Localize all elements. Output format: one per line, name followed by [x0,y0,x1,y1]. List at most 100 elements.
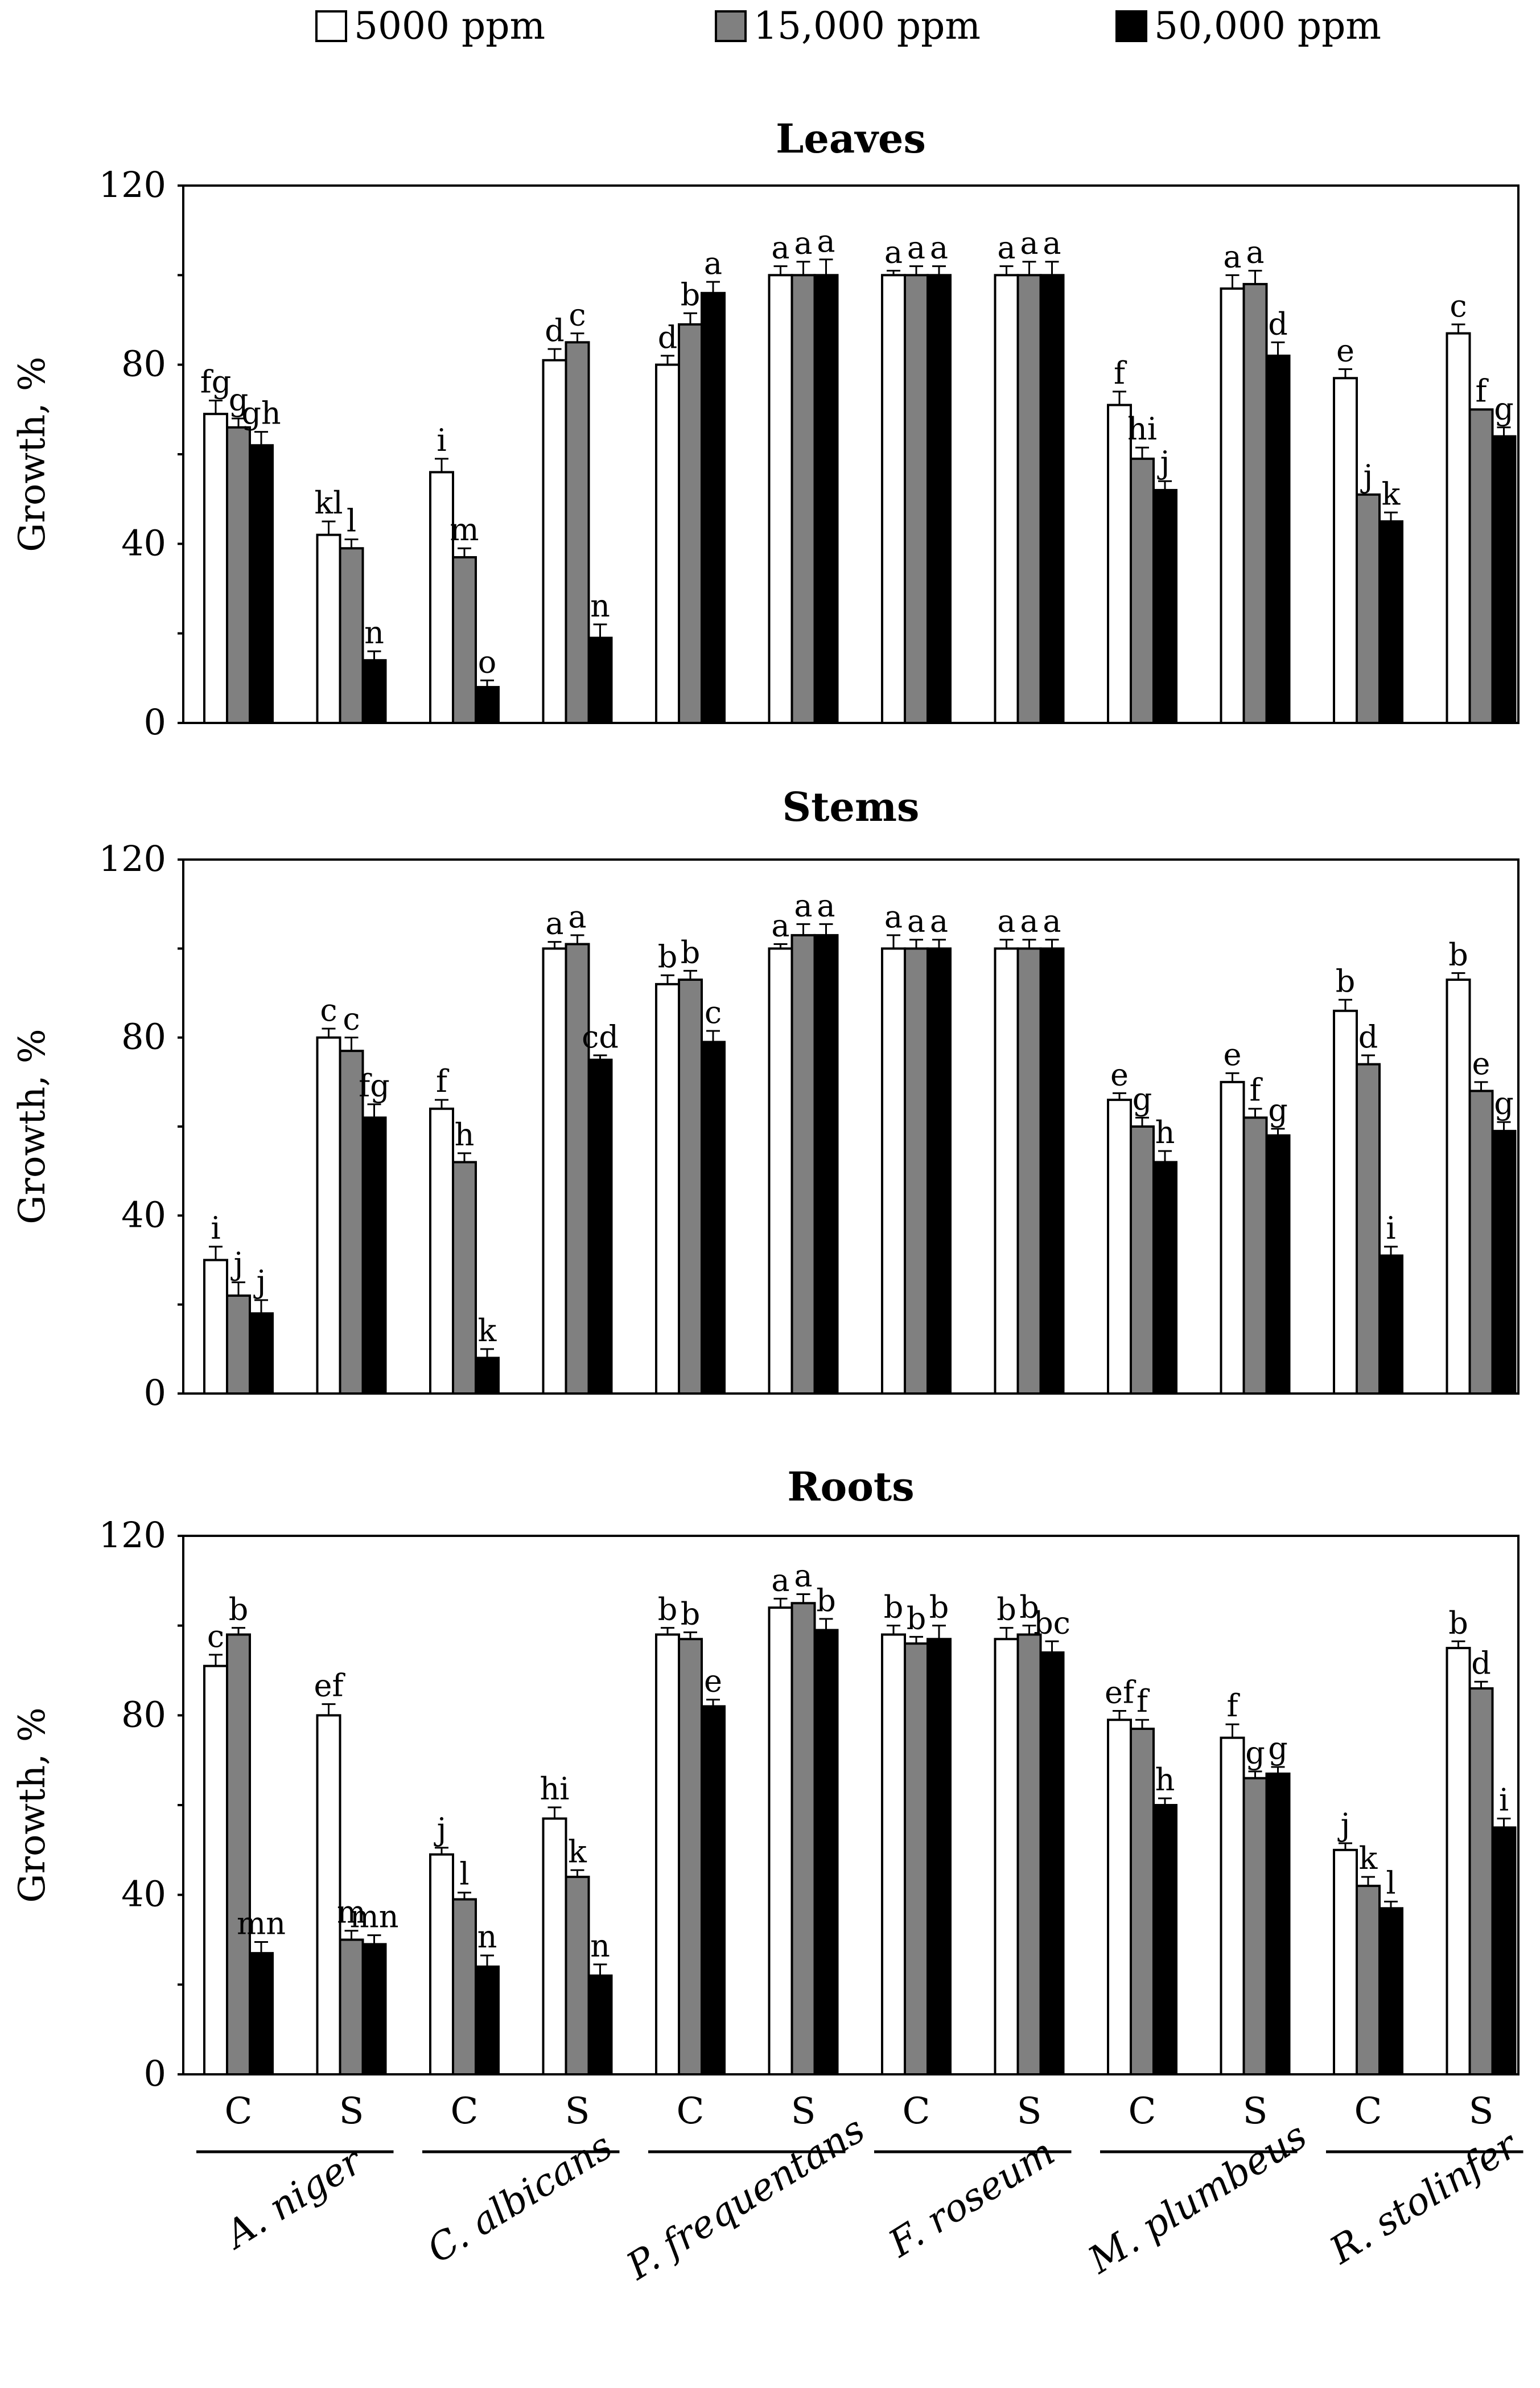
significance-label-roots-g9-s1: g [1245,1735,1265,1771]
bar-roots-g4-s2 [701,1705,726,2075]
significance-label-roots-g5-s1: a [794,1557,812,1593]
significance-label-stems-g3-s2: cd [582,1019,619,1055]
significance-label-leaves-g6-s0: a [884,234,903,270]
bar-roots-g7-s2 [1039,1651,1065,2075]
significance-label-leaves-g8-s1: hi [1127,411,1157,447]
y-tick-label-leaves-40: 40 [121,522,166,564]
y-tick-label-leaves-120: 120 [99,164,166,205]
bar-stems-g9-s2 [1265,1134,1291,1395]
bar-leaves-g8-s1 [1130,457,1155,724]
bar-stems-g2-s2 [475,1357,500,1395]
bar-leaves-g4-s2 [701,291,726,724]
significance-label-roots-g10-s2: l [1386,1865,1395,1901]
bar-roots-g4-s1 [678,1638,703,2075]
bar-roots-g3-s2 [587,1974,613,2075]
significance-label-leaves-g1-s0: kl [315,485,343,521]
bar-leaves-g5-s1 [790,274,816,725]
bar-roots-g9-s1 [1242,1777,1268,2075]
bar-roots-g10-s0 [1333,1848,1358,2075]
bar-leaves-g1-s2 [361,659,387,725]
bar-roots-g8-s2 [1152,1804,1177,2075]
significance-label-stems-g11-s2: g [1494,1086,1514,1121]
y-axis-label-leaves: Growth, % [11,356,53,552]
significance-label-stems-g2-s0: f [436,1063,450,1099]
significance-label-stems-g2-s2: k [478,1313,497,1349]
significance-label-leaves-g2-s0: i [437,422,446,458]
bar-roots-g5-s1 [790,1602,816,2075]
significance-label-stems-g10-s0: b [1336,963,1356,999]
y-tick-label-leaves-0: 0 [144,701,166,743]
bar-stems-g6-s0 [881,947,906,1395]
significance-label-leaves-g7-s1: a [1020,225,1038,261]
y-tick-label-leaves-80: 80 [121,343,166,385]
bar-stems-g10-s0 [1333,1009,1358,1395]
significance-label-stems-g8-s2: h [1155,1115,1175,1150]
bar-stems-g7-s2 [1039,947,1065,1395]
bar-leaves-g7-s0 [994,274,1019,725]
bar-roots-g3-s0 [542,1817,567,2075]
significance-label-roots-g4-s2: e [704,1663,722,1699]
significance-label-stems-g11-s1: e [1472,1046,1490,1082]
bar-stems-g3-s1 [565,943,590,1395]
bar-stems-g4-s0 [655,983,680,1395]
significance-label-roots-g11-s1: d [1471,1645,1491,1681]
significance-label-leaves-g6-s1: a [907,230,925,266]
significance-label-roots-g9-s0: f [1227,1688,1241,1724]
bar-leaves-g3-s1 [565,341,590,724]
significance-label-stems-g7-s0: a [997,903,1015,939]
bar-leaves-g6-s2 [927,274,952,725]
significance-label-roots-g2-s1: l [459,1856,469,1892]
bar-stems-g9-s1 [1242,1116,1268,1395]
bar-leaves-g3-s0 [542,359,567,724]
significance-label-stems-g10-s1: d [1358,1019,1378,1055]
significance-label-roots-g11-s2: i [1499,1782,1509,1818]
bar-stems-g0-s0 [203,1259,228,1395]
bar-roots-g10-s1 [1356,1884,1381,2075]
bar-leaves-g6-s1 [904,274,929,725]
significance-label-roots-g7-s1: b [1019,1589,1039,1625]
significance-label-roots-g1-s2: mn [350,1899,399,1935]
bar-stems-g11-s2 [1491,1129,1517,1395]
significance-label-stems-g6-s0: a [884,899,903,935]
bar-roots-g9-s2 [1265,1772,1291,2075]
significance-label-roots-g6-s0: b [884,1589,904,1625]
bar-stems-g8-s0 [1107,1099,1132,1395]
y-tick-label-roots-120: 120 [99,1514,166,1556]
bar-leaves-g9-s1 [1242,283,1268,725]
significance-label-roots-g10-s1: k [1359,1840,1378,1876]
y-tick-label-stems-120: 120 [99,838,166,879]
bar-stems-g3-s2 [587,1058,613,1395]
bar-stems-g10-s2 [1378,1254,1403,1395]
significance-label-leaves-g5-s0: a [771,230,789,266]
significance-label-leaves-g11-s1: f [1476,373,1489,409]
significance-label-roots-g11-s0: b [1448,1605,1468,1641]
legend: 5000 ppm 15,000 ppm 50,000 ppm [315,4,1381,48]
significance-label-stems-g8-s1: g [1133,1081,1152,1117]
bar-stems-g7-s1 [1016,947,1042,1395]
significance-label-leaves-g9-s0: a [1223,239,1241,274]
significance-label-roots-g3-s1: k [568,1834,587,1869]
bar-leaves-g8-s0 [1107,404,1132,724]
bar-stems-g11-s1 [1468,1090,1494,1395]
significance-label-roots-g8-s2: h [1155,1762,1175,1798]
legend-swatch-5000ppm [315,10,347,42]
significance-label-roots-g10-s0: j [1337,1807,1350,1843]
significance-label-leaves-g10-s1: j [1360,458,1373,494]
significance-label-stems-g10-s2: i [1386,1210,1395,1246]
significance-label-roots-g1-s1: m [337,1894,366,1930]
bar-roots-g1-s1 [339,1938,364,2075]
bar-stems-g5-s1 [790,934,816,1395]
category-label-g1: S [339,2090,364,2132]
significance-label-roots-g4-s1: b [681,1596,701,1631]
bar-stems-g1-s0 [316,1036,341,1395]
panel-title-leaves: Leaves [776,115,926,162]
category-label-g11: S [1469,2090,1494,2132]
y-tick-label-roots-40: 40 [121,1873,166,1915]
legend-swatch-15000ppm [715,10,747,42]
y-tick-label-stems-0: 0 [144,1372,166,1413]
significance-label-stems-g8-s0: e [1110,1057,1129,1092]
bar-leaves-g10-s2 [1378,520,1403,724]
significance-label-stems-g0-s2: j [253,1264,266,1300]
y-tick-label-stems-40: 40 [121,1194,166,1235]
